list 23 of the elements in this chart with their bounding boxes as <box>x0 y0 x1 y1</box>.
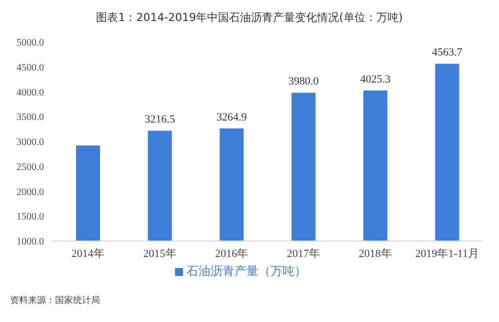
data-label: 3216.5 <box>144 114 176 126</box>
data-label: 4563.7 <box>432 46 463 59</box>
x-tick-label: 2017年 <box>286 248 320 260</box>
y-tick-label: 2000.0 <box>16 186 44 198</box>
x-tick-label: 2019年1-11月 <box>415 248 479 260</box>
chart-title: 图表1：2014-2019年中国石油沥青产量变化情况(单位：万吨) <box>95 10 404 25</box>
data-label: 3264.9 <box>216 111 248 124</box>
legend-label: 石油沥青产量（万吨） <box>186 264 306 278</box>
y-tick-label: 4000.0 <box>16 87 44 98</box>
data-label: 3980.0 <box>288 76 320 88</box>
x-tick-label: 2016年 <box>215 248 248 260</box>
y-tick-label: 1500.0 <box>16 212 44 223</box>
text: 资料来源：国家统计局 <box>10 294 100 307</box>
y-tick-label: 3000.0 <box>16 137 44 148</box>
x-tick-label: 2014年 <box>71 248 104 260</box>
y-tick-label: 4500.0 <box>16 62 44 74</box>
x-tick-label: 2015年 <box>143 248 176 260</box>
x-tick-label: 2018年 <box>358 248 392 260</box>
y-tick-label: 1000.0 <box>16 236 44 248</box>
y-tick-label: 5000.0 <box>16 38 44 49</box>
data-label: 4025.3 <box>360 73 391 86</box>
y-tick-label: 3500.0 <box>16 112 44 124</box>
y-tick-label: 2500.0 <box>16 162 44 173</box>
